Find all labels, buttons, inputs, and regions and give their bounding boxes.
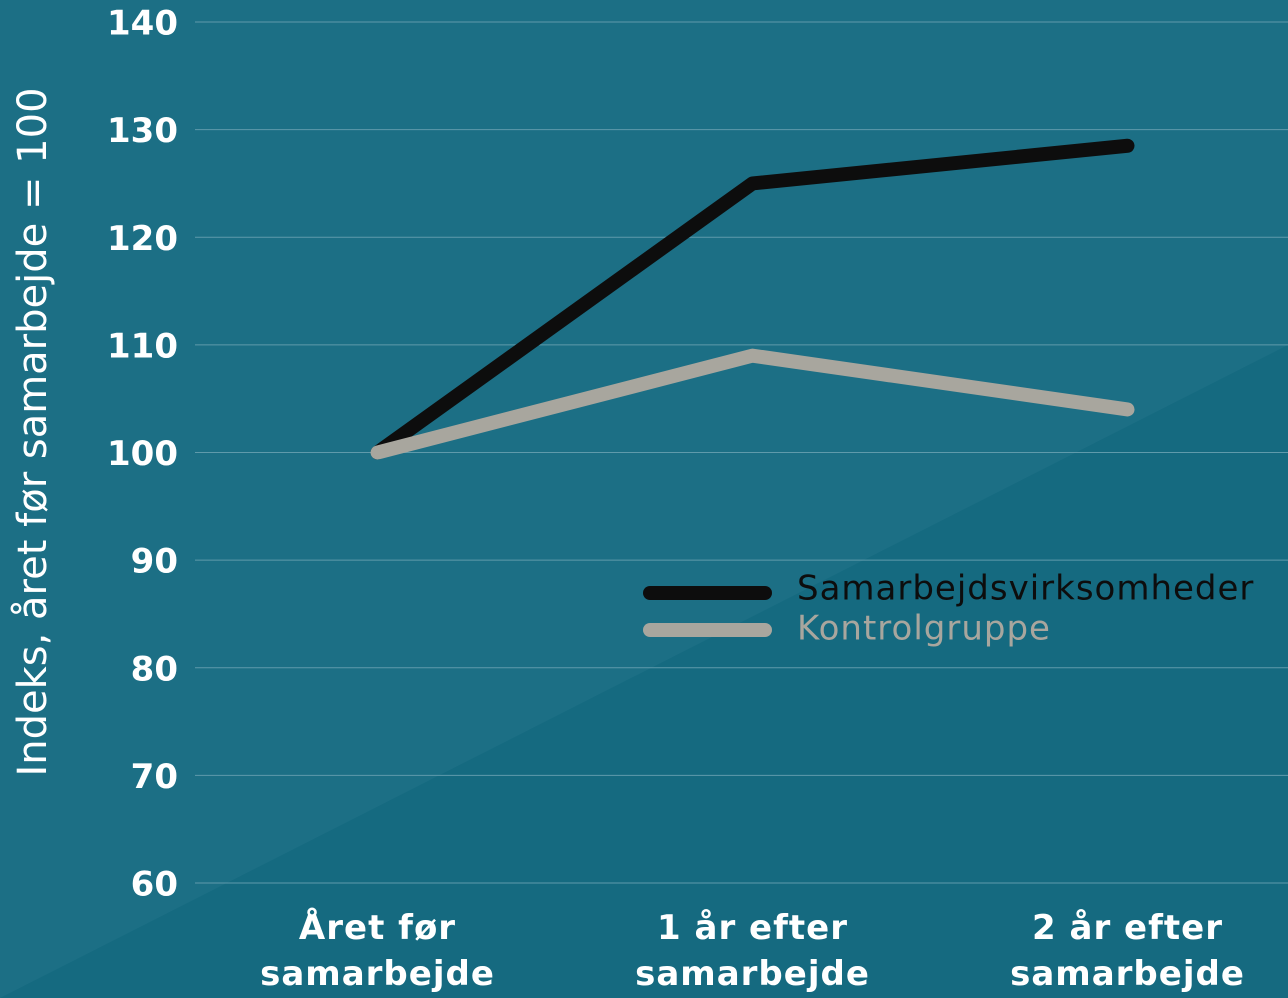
series-line (370, 138, 1135, 460)
y-tick-label: 130 (107, 111, 178, 151)
y-tick-label: 120 (107, 219, 178, 259)
y-tick-label: 60 (131, 865, 178, 905)
y-tick-label: 80 (131, 649, 178, 689)
series-line (370, 348, 1135, 460)
y-axis-label: Indeks, året før samarbejde = 100 (10, 87, 56, 776)
x-tick-label: 1 år efter samarbejde (635, 908, 870, 994)
y-tick-label: 90 (131, 542, 178, 582)
y-tick-label: 140 (107, 4, 178, 44)
x-tick-label: 2 år efter samarbejde (1010, 908, 1245, 994)
legend-label: Samarbejdsvirksomheder (797, 569, 1254, 609)
background-shape (0, 345, 1288, 998)
x-tick-label: Året før samarbejde (260, 908, 495, 994)
y-tick-label: 100 (107, 434, 178, 474)
legend-label: Kontrolgruppe (797, 609, 1051, 649)
y-tick-label: 110 (107, 326, 178, 366)
y-tick-label: 70 (131, 757, 178, 797)
